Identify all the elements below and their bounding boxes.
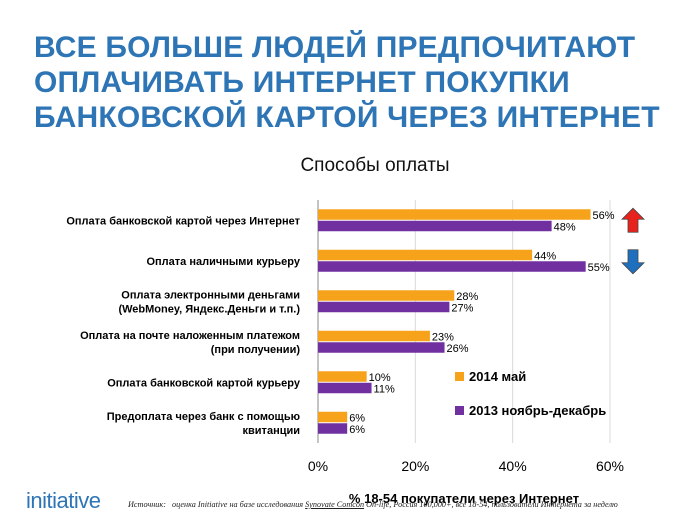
category-label: квитанции	[243, 425, 300, 437]
x-tick-label: 60%	[596, 458, 624, 474]
data-label: 23%	[432, 331, 454, 343]
category-label: Оплата электронными деньгами	[121, 289, 300, 301]
headline-line: ОПЛАЧИВАТЬ ИНТЕРНЕТ ПОКУПКИ	[34, 66, 570, 99]
x-tick-label: 20%	[401, 458, 429, 474]
data-label: 10%	[369, 372, 391, 384]
data-label: 28%	[456, 291, 478, 303]
headline-line: БАНКОВСКОЙ КАРТОЙ ЧЕРЕЗ ИНТЕРНЕТ	[34, 101, 660, 134]
category-label: Оплата наличными курьеру	[146, 256, 300, 268]
headline-line: ВСЕ БОЛЬШЕ ЛЮДЕЙ ПРЕДПОЧИТАЮТ	[34, 31, 636, 64]
bar	[318, 209, 591, 220]
category-label: Оплата банковской картой курьеру	[107, 377, 301, 389]
data-label: 26%	[447, 343, 469, 355]
category-label: Оплата на почте наложенным платежом	[80, 330, 300, 342]
data-label: 11%	[374, 383, 395, 395]
legend-swatch	[455, 372, 464, 381]
bar	[318, 330, 430, 342]
chart-title: Способы оплаты	[300, 155, 450, 176]
bar	[318, 261, 586, 272]
category-label: (WebMoney, Яндекс.Деньги и т.п.)	[118, 303, 300, 315]
bar	[318, 220, 552, 232]
data-label: 6%	[349, 424, 365, 436]
data-label: 56%	[593, 210, 615, 222]
source-label: Источник:	[128, 500, 166, 509]
bar	[318, 371, 367, 382]
bar	[318, 301, 450, 313]
down-arrow-icon	[621, 249, 645, 275]
up-arrow-icon	[621, 207, 645, 233]
bar	[318, 423, 348, 434]
source-note: Источник: оценка Initiative на базе иссл…	[128, 499, 668, 510]
source-text: On-life, Россия 100,000+, все 18-54, пол…	[366, 500, 618, 509]
source-brand: Synovate Comcon	[305, 500, 365, 509]
data-label: 6%	[349, 412, 365, 424]
bar	[318, 342, 445, 353]
data-label: 44%	[534, 250, 556, 262]
legend-swatch	[455, 406, 464, 415]
legend-label: 2013 ноябрь-декабрь	[469, 403, 606, 418]
bar	[318, 290, 455, 301]
bar	[318, 411, 348, 423]
legend-label: 2014 май	[469, 369, 526, 384]
data-label: 27%	[451, 302, 473, 314]
source-text: оценка Initiative на базе исследования	[172, 500, 304, 509]
category-label: Предоплата через банк с помощью	[107, 411, 300, 423]
x-axis-title: % 18-54 покупатели через Интернет	[349, 491, 579, 506]
x-tick-label: 0%	[308, 458, 328, 474]
category-label: Оплата банковской картой через Интернет	[66, 215, 300, 227]
category-label: (при получении)	[211, 344, 301, 356]
initiative-logo: initiative	[26, 488, 101, 513]
data-label: 55%	[588, 262, 610, 274]
x-tick-label: 40%	[499, 458, 527, 474]
headline: ВСЕ БОЛЬШЕ ЛЮДЕЙ ПРЕДПОЧИТАЮТ ОПЛАЧИВАТЬ…	[34, 30, 674, 135]
bar	[318, 382, 372, 394]
data-label: 48%	[554, 221, 576, 233]
bar	[318, 249, 533, 261]
